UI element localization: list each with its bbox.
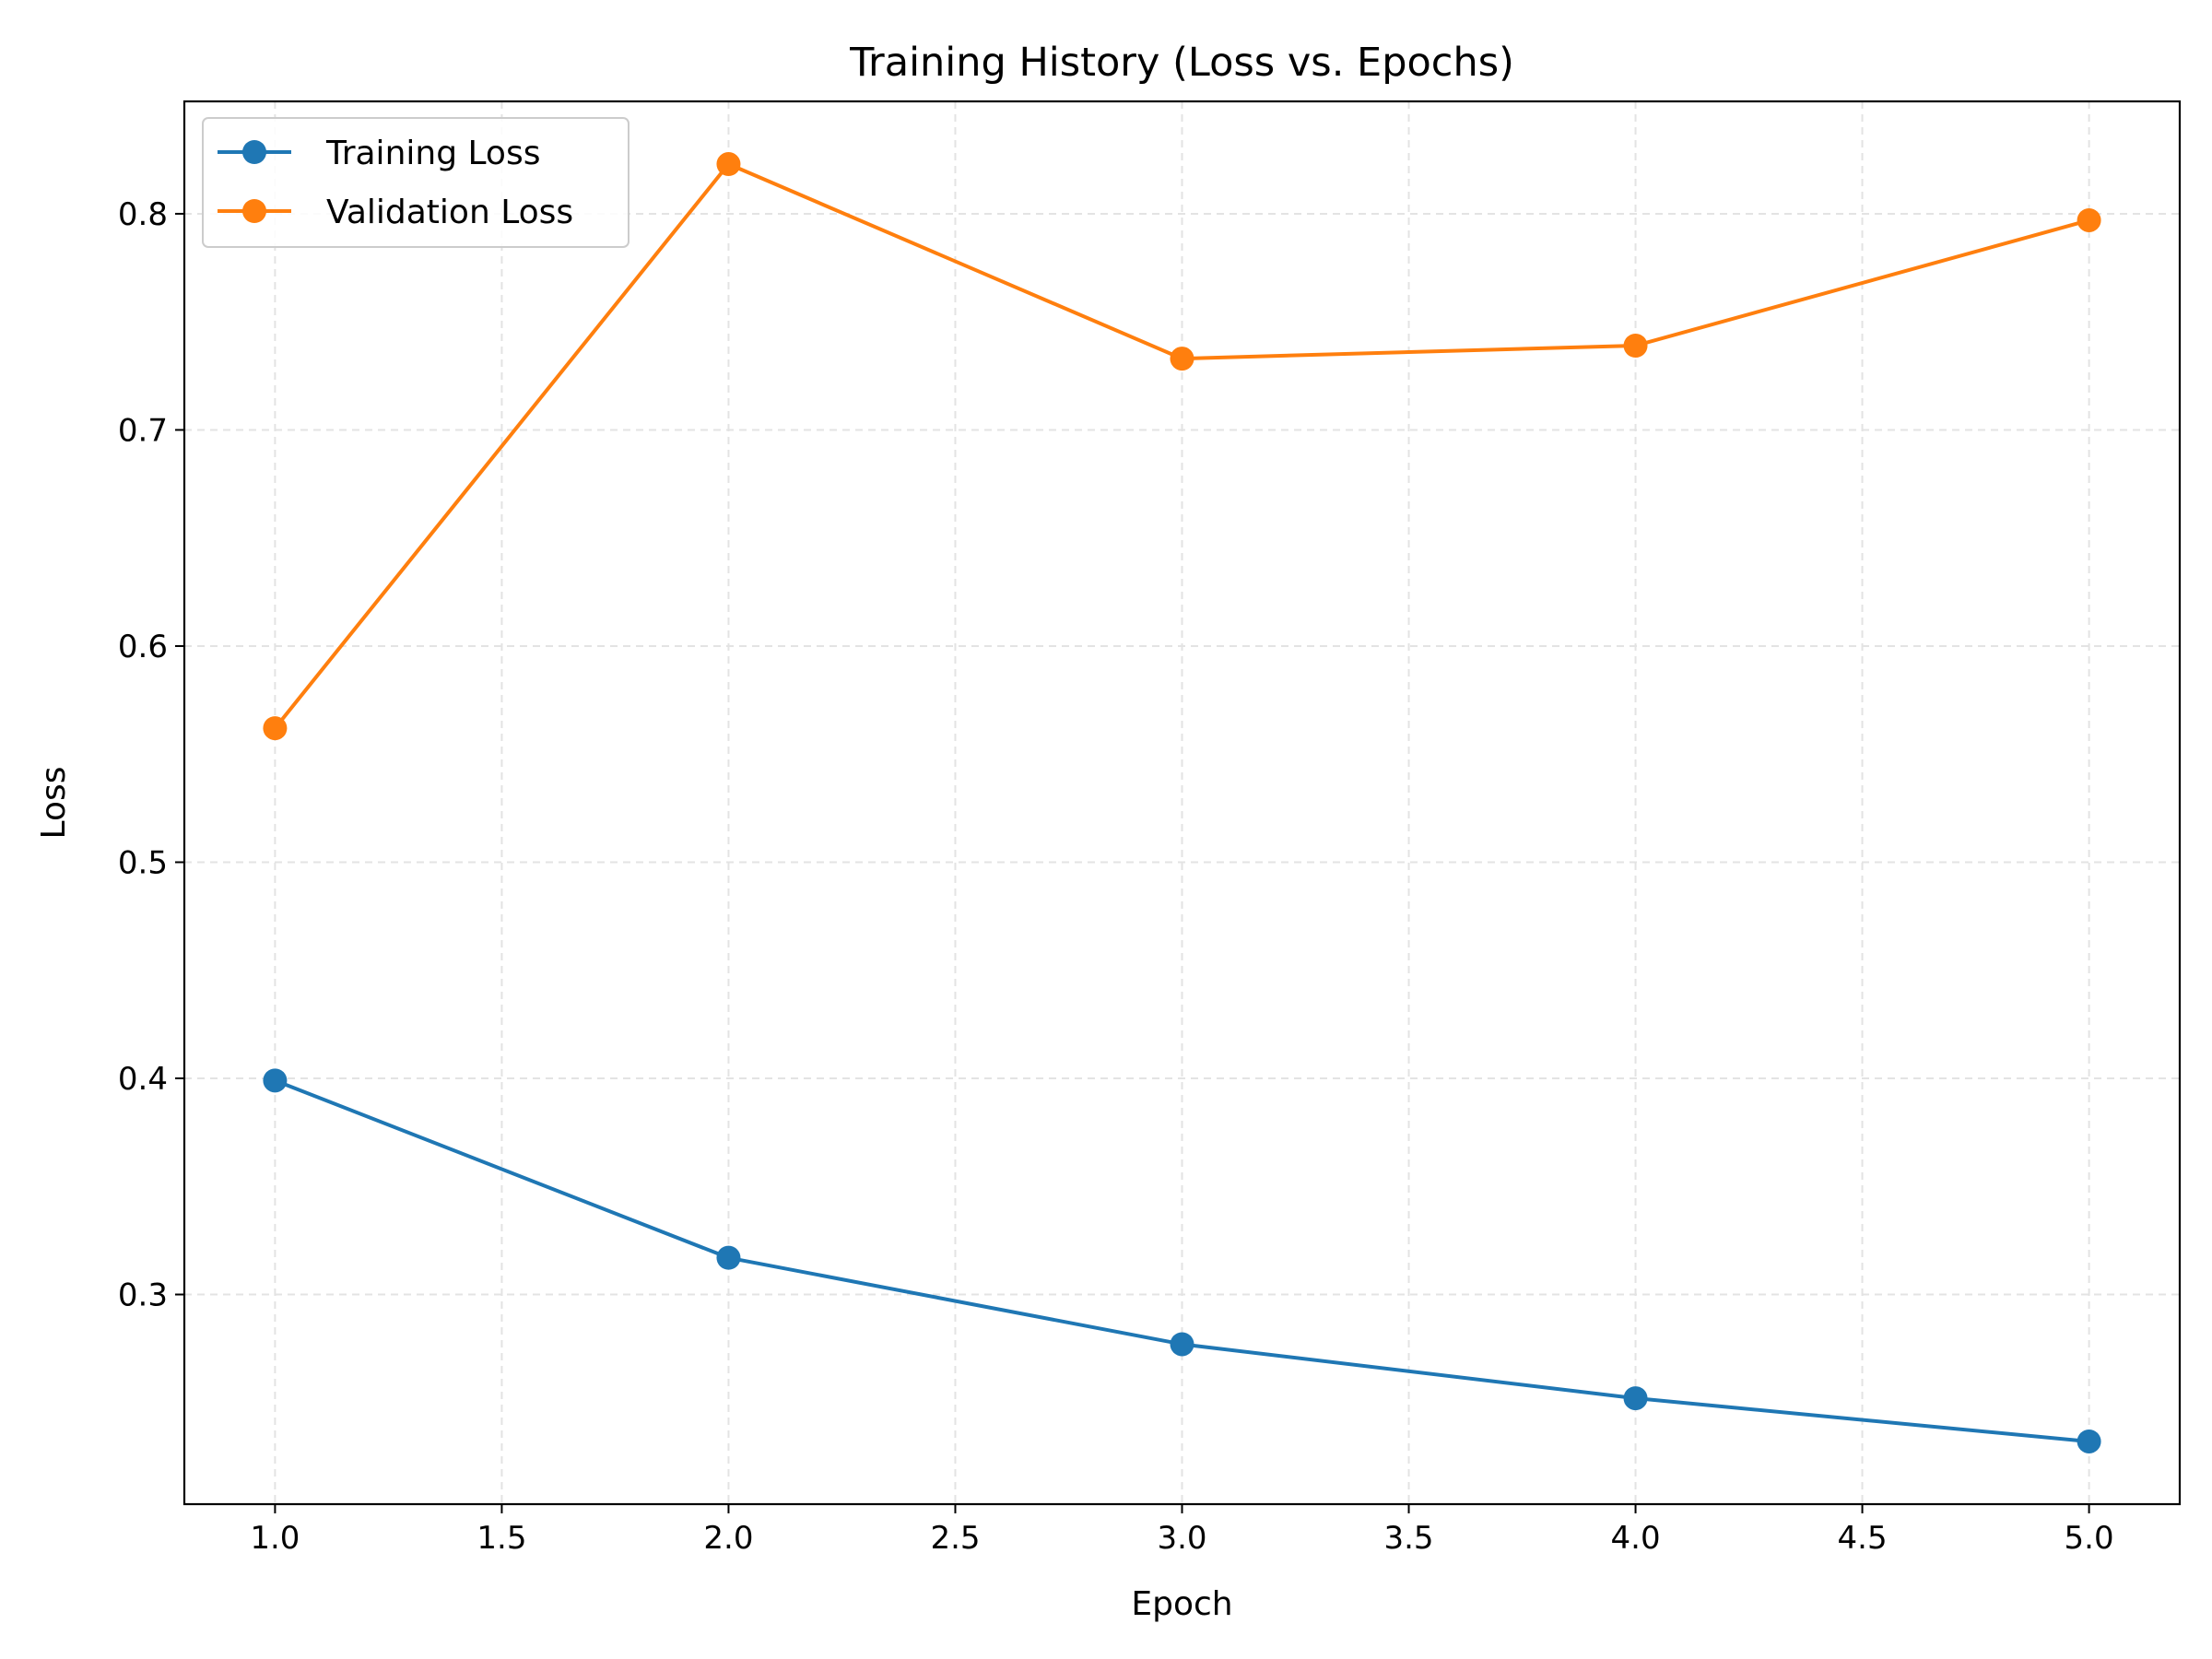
y-tick-label: 0.5 bbox=[118, 844, 168, 881]
data-point bbox=[2077, 1429, 2101, 1453]
data-point bbox=[1623, 334, 1648, 359]
x-tick-label: 5.0 bbox=[2065, 1520, 2114, 1557]
series-validation-loss bbox=[263, 152, 2101, 741]
x-tick-label: 1.0 bbox=[250, 1520, 300, 1557]
legend: Training Loss Validation Loss bbox=[202, 117, 629, 248]
y-tick-label: 0.6 bbox=[118, 629, 168, 665]
legend-item: Training Loss bbox=[218, 135, 540, 172]
data-point bbox=[263, 716, 288, 741]
series-group bbox=[263, 152, 2101, 1453]
grid-lines bbox=[184, 101, 2180, 1504]
x-tick-label: 2.0 bbox=[703, 1520, 753, 1557]
x-axis-title: Epoch bbox=[1131, 1585, 1232, 1623]
y-tick-label: 0.7 bbox=[118, 412, 168, 449]
y-tick-label: 0.3 bbox=[118, 1277, 168, 1314]
legend-marker bbox=[242, 140, 266, 164]
data-point bbox=[1170, 1332, 1194, 1357]
legend-label: Validation Loss bbox=[326, 194, 573, 231]
x-tick-label: 3.5 bbox=[1383, 1520, 1433, 1557]
x-tick-label: 3.0 bbox=[1157, 1520, 1206, 1557]
x-tick-label: 4.5 bbox=[1838, 1520, 1888, 1557]
data-point bbox=[716, 152, 741, 177]
y-tick-label: 0.4 bbox=[118, 1061, 168, 1098]
data-point bbox=[2077, 207, 2101, 232]
legend-marker bbox=[242, 199, 266, 223]
legend-box bbox=[202, 117, 629, 248]
series-training-loss bbox=[263, 1068, 2101, 1453]
axis-ticks: 1.0 1.5 2.0 2.5 3.0 3.5 4.0 4.5 5.0 0.3 0.4 0.5 0.6 0… bbox=[118, 196, 2114, 1557]
x-tick-label: 2.5 bbox=[930, 1520, 980, 1557]
data-point bbox=[1623, 1386, 1648, 1411]
data-point bbox=[263, 1068, 288, 1093]
y-tick-label: 0.8 bbox=[118, 196, 168, 233]
legend-item: Validation Loss bbox=[218, 194, 573, 231]
x-tick-label: 1.5 bbox=[477, 1520, 526, 1557]
x-tick-label: 4.0 bbox=[1611, 1520, 1661, 1557]
data-point bbox=[716, 1245, 741, 1270]
legend-label: Training Loss bbox=[325, 135, 540, 172]
data-point bbox=[1170, 347, 1194, 371]
chart-title: Training History (Loss vs. Epochs) bbox=[849, 40, 1514, 86]
y-axis-title: Loss bbox=[35, 767, 73, 840]
